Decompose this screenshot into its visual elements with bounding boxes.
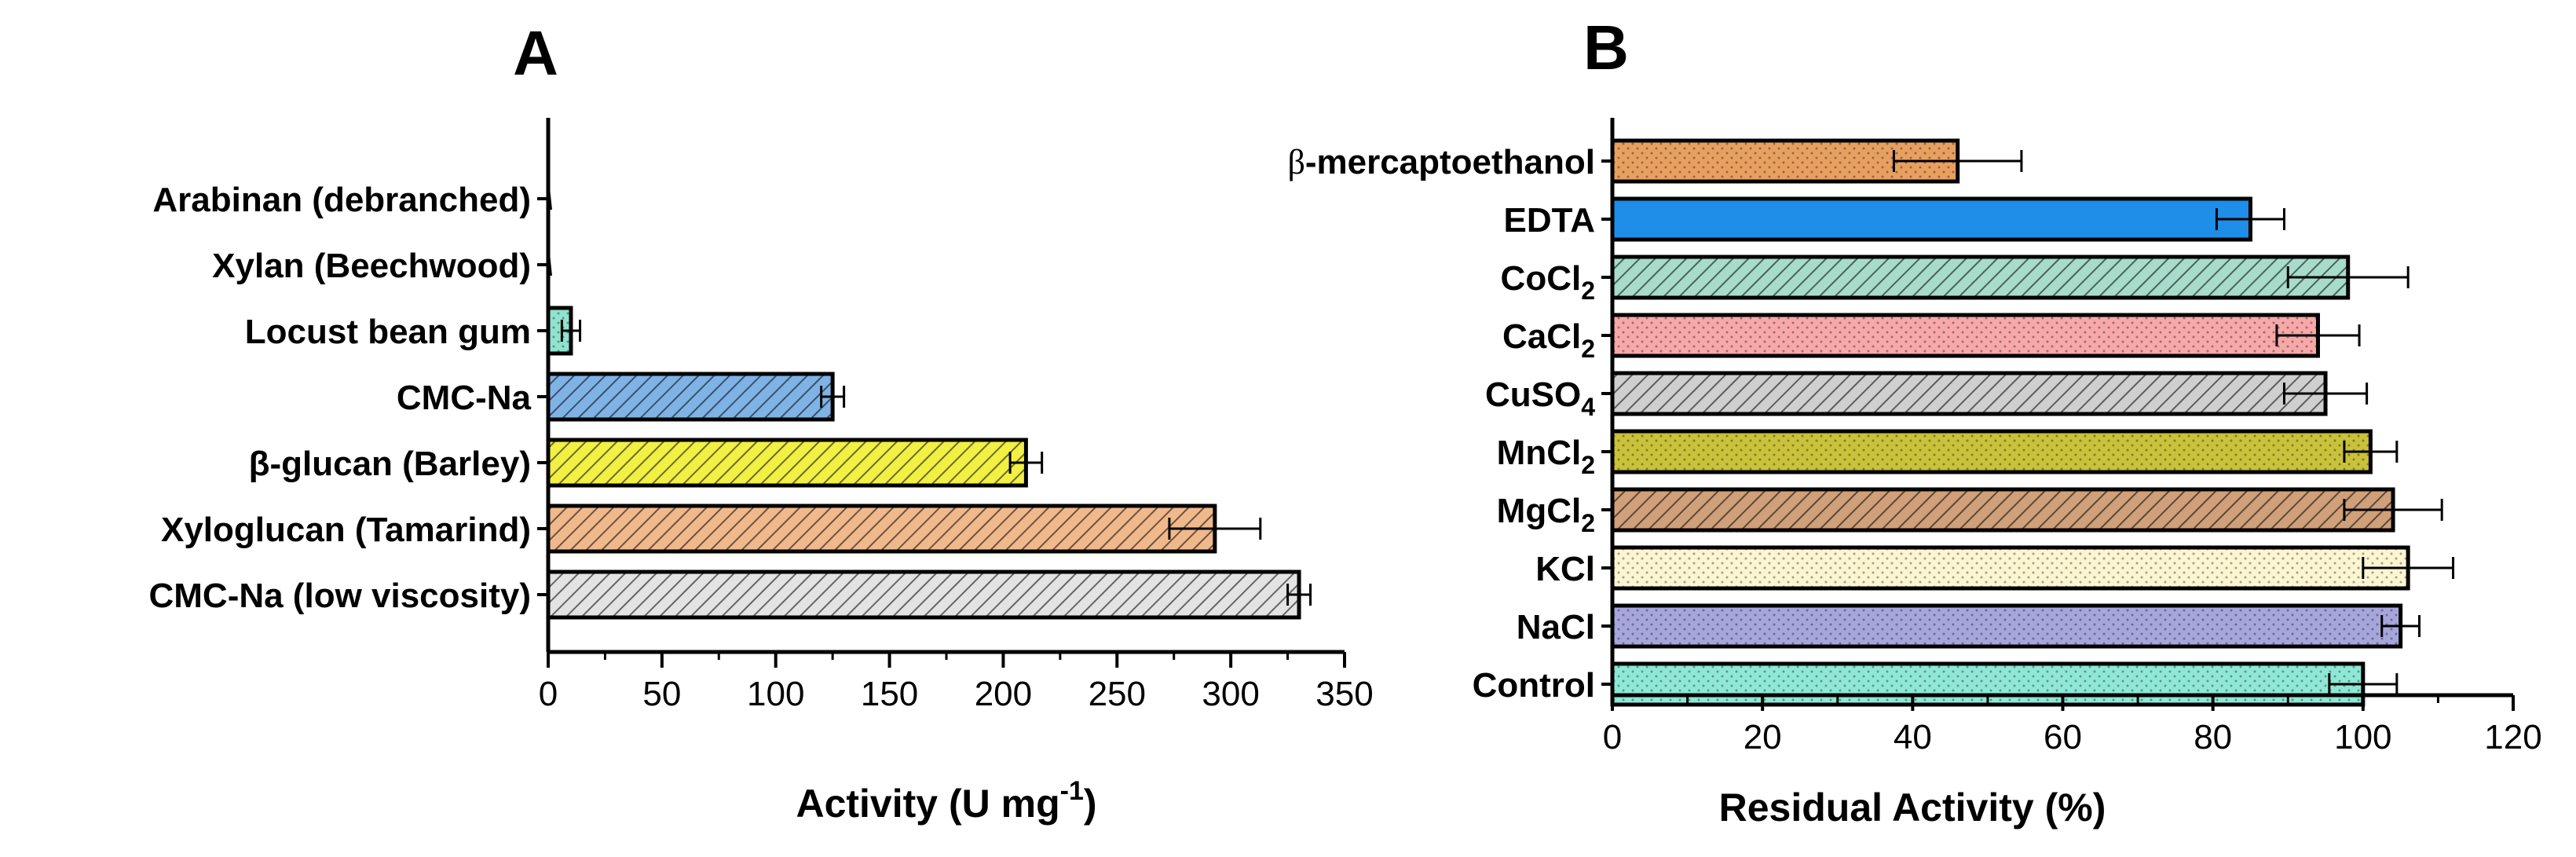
panel-a-error-bar-6 bbox=[1286, 584, 1312, 606]
panel-b-x-tick-label-4: 80 bbox=[2194, 718, 2232, 756]
panel-a-x-axis-title: Activity (U mg-1) bbox=[796, 776, 1096, 826]
panel-b-error-bar-9 bbox=[2328, 673, 2399, 695]
panel-a-x-axis-title-main: Activity (U mg bbox=[796, 782, 1059, 826]
panel-a-bar-6 bbox=[546, 570, 1301, 620]
panel-a-error-bar-3 bbox=[820, 386, 846, 408]
panel-a-x-tick-label-0: 0 bbox=[539, 675, 558, 713]
panel-b-x-tick-label-1: 20 bbox=[1744, 718, 1782, 756]
panel-b-title: B bbox=[1583, 13, 1629, 82]
panel-b-x-tick-label-5: 100 bbox=[2334, 718, 2391, 756]
panel-a-error-bar-4 bbox=[1008, 452, 1044, 474]
panel-b-bar-4 bbox=[1610, 371, 2328, 416]
panel-b-x-tick-label-2: 40 bbox=[1894, 718, 1932, 756]
panel-b-bar-7 bbox=[1610, 545, 2410, 591]
panel-a-x-tick-label-2: 100 bbox=[747, 675, 804, 713]
panel-b-error-bar-2 bbox=[2286, 266, 2410, 288]
panel-b-error-bar-4 bbox=[2282, 383, 2369, 405]
panel-b-bar-5 bbox=[1610, 429, 2373, 474]
panel-a-category-label-4: β-glucan (Barley) bbox=[249, 445, 531, 483]
panel-b-bar-6 bbox=[1610, 487, 2395, 533]
panel-b-plot: β-mercaptoethanol EDTA CoCl2 CaCl2 CuSO4 MnCl… bbox=[1287, 118, 2542, 756]
panel-b-x-tick-label-6: 120 bbox=[2484, 718, 2541, 756]
panel-a: A Arabinan (debranched) Xylan (Beechwood)… bbox=[148, 18, 1373, 826]
panel-b-category-label-3: CaCl2 bbox=[1502, 317, 1595, 363]
panel-a-bar-3 bbox=[546, 372, 835, 422]
panel-a-category-label-3: CMC-Na bbox=[397, 379, 532, 417]
panel-b-category-label-5: MnCl2 bbox=[1497, 434, 1595, 479]
panel-a-x-tick-label-6: 300 bbox=[1202, 675, 1259, 713]
panel-b-category-label-2: CoCl2 bbox=[1501, 259, 1595, 305]
panel-b-error-bar-6 bbox=[2343, 499, 2443, 521]
panel-b-category-label-8: NaCl bbox=[1517, 608, 1595, 646]
panel-a-title: A bbox=[513, 18, 558, 88]
panel-a-error-bar-2 bbox=[560, 320, 582, 342]
panel-a-x-tick-label-3: 150 bbox=[861, 675, 918, 713]
panel-b-x-tick-label-0: 0 bbox=[1603, 718, 1622, 756]
panel-b-error-bar-8 bbox=[2380, 615, 2421, 637]
panel-a-x-axis-title-end: ) bbox=[1084, 782, 1097, 826]
panel-a-x-tick-label-5: 250 bbox=[1089, 675, 1146, 713]
panel-b-error-bar-3 bbox=[2275, 324, 2361, 346]
panel-a-x-tick-label-7: 350 bbox=[1315, 675, 1373, 713]
panel-a-x-tick-label-4: 200 bbox=[975, 675, 1032, 713]
panel-b-error-bar-7 bbox=[2362, 557, 2455, 579]
panel-a-plot: Arabinan (debranched) Xylan (Beechwood) Lo… bbox=[148, 118, 1374, 713]
panel-b-error-bar-5 bbox=[2343, 441, 2399, 463]
panel-b-category-label-6: MgCl2 bbox=[1497, 492, 1595, 537]
panel-a-category-label-2: Locust bean gum bbox=[245, 313, 531, 351]
panel-b-x-axis-title: Residual Activity (%) bbox=[1719, 786, 2106, 830]
panel-b-bar-2 bbox=[1610, 255, 2351, 300]
panel-b-bar-8 bbox=[1610, 603, 2403, 649]
panel-b-error-bar-0 bbox=[1892, 150, 2023, 172]
panel-b-x-tick-label-3: 60 bbox=[2044, 718, 2082, 756]
panel-a-category-label-0: Arabinan (debranched) bbox=[152, 181, 531, 219]
panel-b-bar-1 bbox=[1610, 196, 2252, 242]
panel-b-category-label-4: CuSO4 bbox=[1485, 375, 1595, 421]
panel-b-category-label-7: KCl bbox=[1535, 550, 1595, 588]
panel-b-category-label-1: EDTA bbox=[1503, 201, 1595, 240]
panel-a-error-bar-5 bbox=[1168, 518, 1262, 540]
panel-b-bar-3 bbox=[1610, 313, 2320, 358]
panel-b: B β-mercaptoethanol EDTA CoCl2 CaCl2 CuSO4 Mn… bbox=[1287, 13, 2541, 830]
panel-a-category-label-5: Xyloglucan (Tamarind) bbox=[161, 511, 531, 549]
panel-a-x-tick-label-1: 50 bbox=[642, 675, 681, 713]
panel-b-category-label-0: β-mercaptoethanol bbox=[1287, 143, 1595, 181]
panel-b-error-bar-1 bbox=[2215, 208, 2285, 230]
panel-a-category-label-1: Xylan (Beechwood) bbox=[212, 247, 531, 285]
panel-a-bar-5 bbox=[546, 504, 1217, 554]
panel-a-x-axis-title-sup: -1 bbox=[1060, 776, 1084, 806]
panel-a-bar-4 bbox=[546, 438, 1028, 488]
panel-a-category-label-6: CMC-Na (low viscosity) bbox=[148, 577, 531, 615]
panel-b-category-label-9: Control bbox=[1473, 666, 1595, 705]
